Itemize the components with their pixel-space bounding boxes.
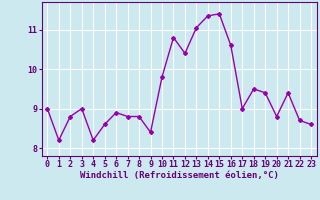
X-axis label: Windchill (Refroidissement éolien,°C): Windchill (Refroidissement éolien,°C): [80, 171, 279, 180]
